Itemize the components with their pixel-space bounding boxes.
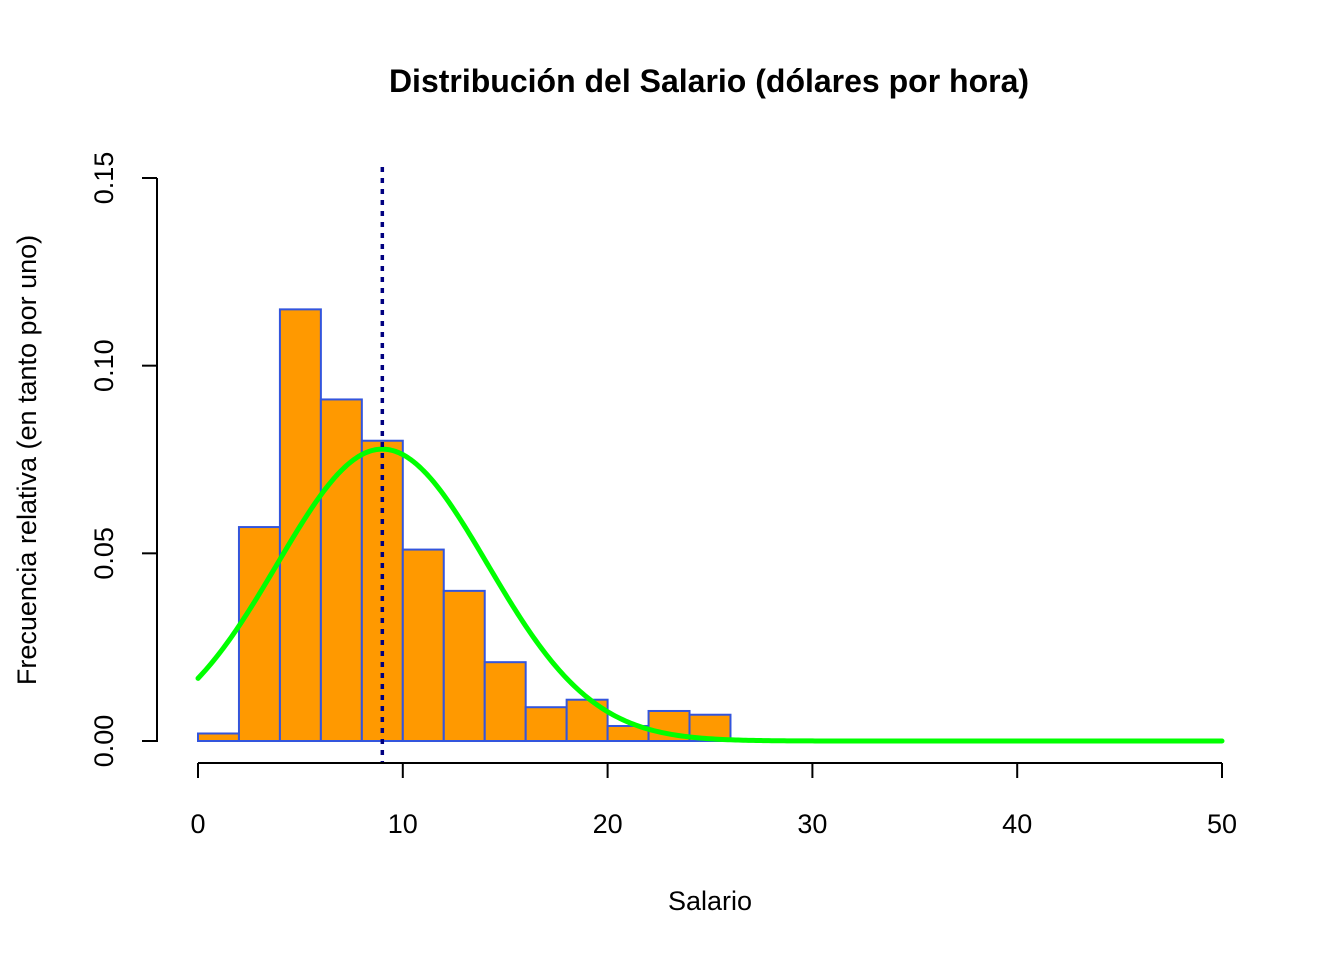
x-tick-label: 40 <box>1002 809 1032 839</box>
y-tick-label: 0.05 <box>89 527 119 580</box>
y-tick-label: 0.00 <box>89 715 119 768</box>
histogram-bar <box>483 661 527 742</box>
histogram-bar <box>401 548 445 743</box>
x-axis: 0 10 20 30 40 50 <box>190 762 1237 839</box>
histogram-bar <box>524 706 568 742</box>
x-tick-label: 20 <box>593 809 623 839</box>
histogram-bar <box>237 526 281 742</box>
normal-density-curve <box>195 446 1225 744</box>
y-axis: 0.00 0.05 0.10 0.15 <box>89 152 158 768</box>
histogram-bars <box>197 308 1142 743</box>
x-tick-label: 30 <box>797 809 827 839</box>
x-tick-label: 50 <box>1207 809 1237 839</box>
histogram-bar <box>442 589 486 742</box>
y-tick-label: 0.15 <box>89 152 119 205</box>
x-tick-label: 10 <box>388 809 418 839</box>
y-axis-label: Frecuencia relativa (en tanto por uno) <box>12 235 42 685</box>
x-tick-label: 0 <box>190 809 205 839</box>
y-tick-label: 0.10 <box>89 339 119 392</box>
chart-title: Distribución del Salario (dólares por ho… <box>389 63 1029 99</box>
x-axis-label: Salario <box>668 886 752 916</box>
histogram-bar <box>319 398 363 742</box>
histogram-bar <box>197 732 240 743</box>
